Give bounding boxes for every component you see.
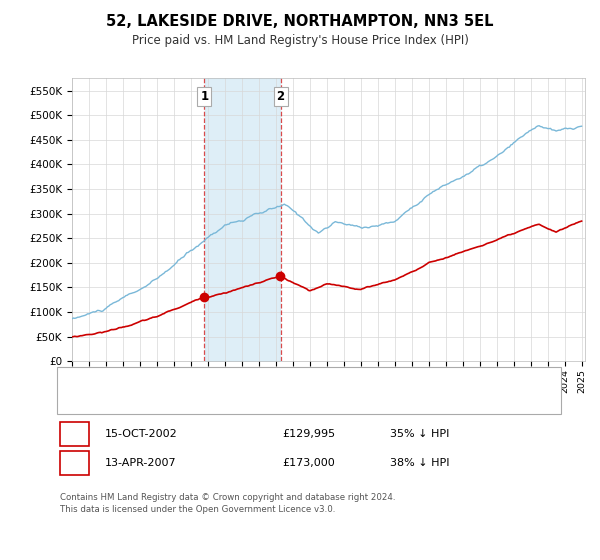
Text: Contains HM Land Registry data © Crown copyright and database right 2024.
This d: Contains HM Land Registry data © Crown c… — [60, 493, 395, 514]
Text: 1: 1 — [200, 90, 208, 103]
Text: 52, LAKESIDE DRIVE, NORTHAMPTON, NN3 5EL (detached house): 52, LAKESIDE DRIVE, NORTHAMPTON, NN3 5EL… — [99, 376, 424, 386]
Text: £173,000: £173,000 — [282, 458, 335, 468]
Text: ———: ——— — [69, 395, 91, 408]
Text: 52, LAKESIDE DRIVE, NORTHAMPTON, NN3 5EL: 52, LAKESIDE DRIVE, NORTHAMPTON, NN3 5EL — [106, 14, 494, 29]
Text: 2: 2 — [277, 90, 284, 103]
Text: ———: ——— — [69, 375, 91, 388]
Text: 2: 2 — [71, 458, 78, 468]
Text: 38% ↓ HPI: 38% ↓ HPI — [390, 458, 449, 468]
Text: £129,995: £129,995 — [282, 429, 335, 439]
Text: 35% ↓ HPI: 35% ↓ HPI — [390, 429, 449, 439]
Text: 15-OCT-2002: 15-OCT-2002 — [105, 429, 178, 439]
Text: Price paid vs. HM Land Registry's House Price Index (HPI): Price paid vs. HM Land Registry's House … — [131, 34, 469, 46]
Text: HPI: Average price, detached house, West Northamptonshire: HPI: Average price, detached house, West… — [99, 396, 401, 406]
Text: 1: 1 — [71, 429, 78, 439]
Text: 13-APR-2007: 13-APR-2007 — [105, 458, 176, 468]
